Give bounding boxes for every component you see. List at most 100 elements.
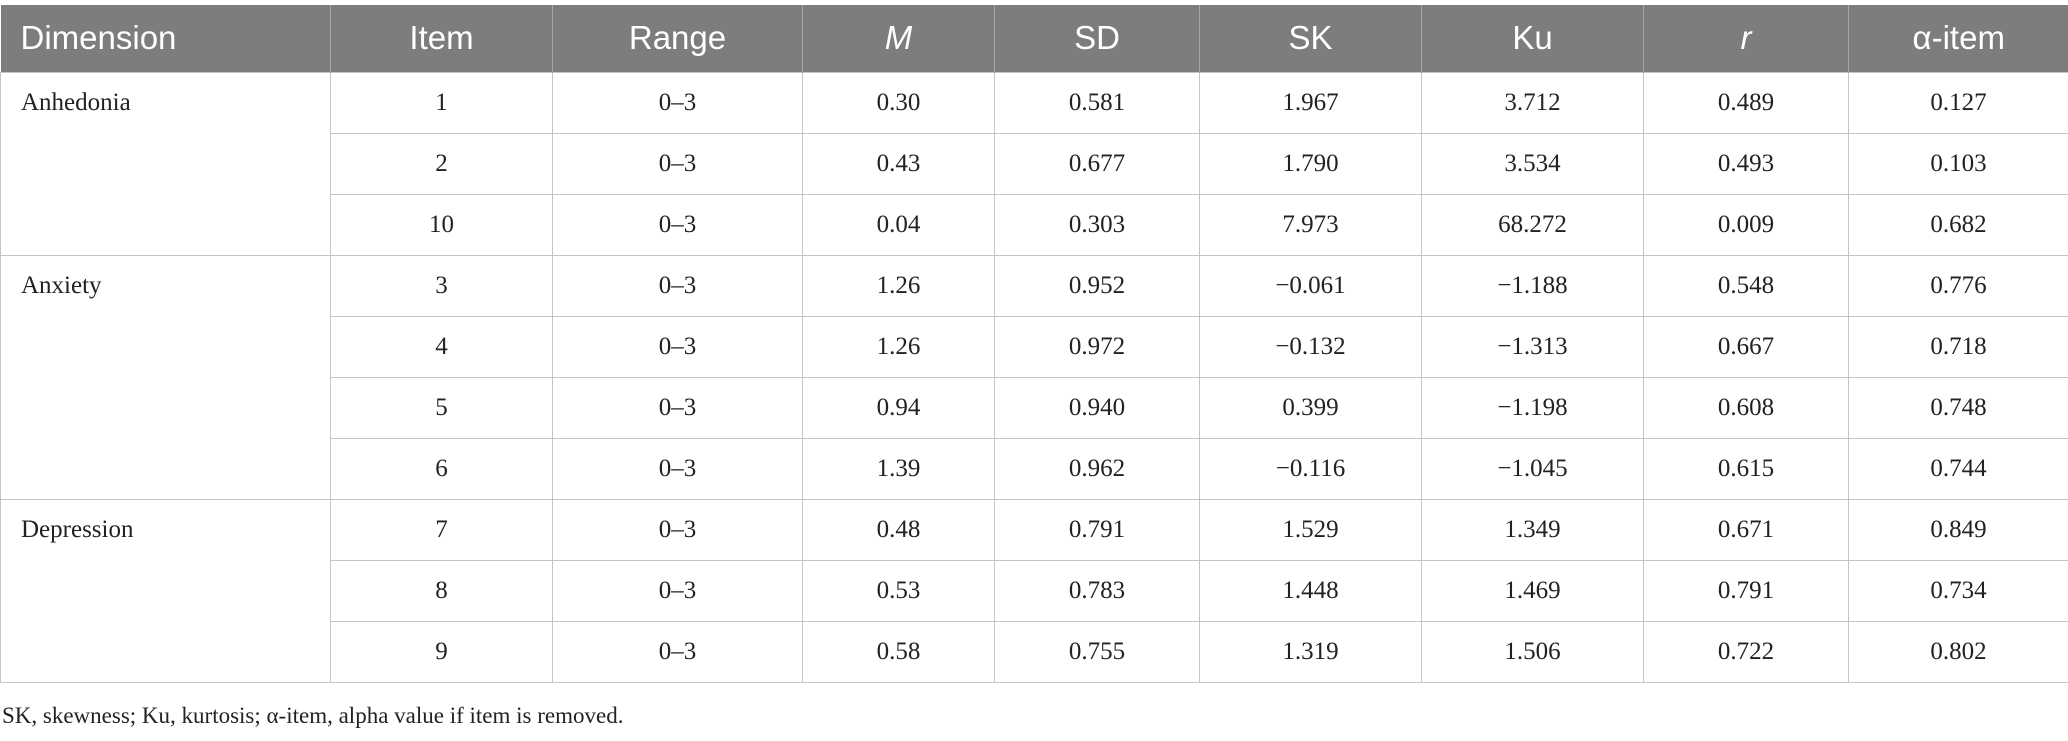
table-cell: 0.615 [1643, 437, 1849, 500]
header-mean: M [802, 5, 995, 72]
table-cell: 0.791 [1643, 559, 1849, 622]
table-cell: 10 [330, 193, 553, 256]
table-cell: 0.755 [994, 620, 1200, 683]
table-cell: 0.682 [1848, 193, 2068, 256]
table-cell: 0.489 [1643, 71, 1849, 134]
table-footnote: SK, skewness; Ku, kurtosis; α-item, alph… [2, 703, 624, 728]
table-row: 9 0–3 0.58 0.755 1.319 1.506 0.722 0.802 [1, 620, 2068, 683]
header-item: Item [330, 5, 553, 72]
dimension-cell: Anhedonia [0, 71, 331, 256]
item-statistics-table: Dimension Item Range M SD SK Ku r α-item… [0, 5, 2068, 683]
table-cell: 0.53 [802, 559, 995, 622]
table-cell: 4 [330, 315, 553, 378]
table-cell: 68.272 [1421, 193, 1644, 256]
table-cell: 0.548 [1643, 254, 1849, 317]
table-cell: 0.608 [1643, 376, 1849, 439]
table-cell: 0.776 [1848, 254, 2068, 317]
table-cell: 7.973 [1199, 193, 1422, 256]
table-cell: 0.744 [1848, 437, 2068, 500]
table-cell: 0–3 [552, 620, 803, 683]
table-cell: 1.506 [1421, 620, 1644, 683]
table-row: 6 0–3 1.39 0.962 −0.116 −1.045 0.615 0.744 [1, 437, 2068, 500]
table-cell: 7 [330, 498, 553, 561]
table-cell: 0.94 [802, 376, 995, 439]
table-row: 5 0–3 0.94 0.940 0.399 −1.198 0.608 0.748 [1, 376, 2068, 439]
table-cell: 9 [330, 620, 553, 683]
table-cell: 0.849 [1848, 498, 2068, 561]
table-cell: 1.529 [1199, 498, 1422, 561]
table-row: Anxiety 3 0–3 1.26 0.952 −0.061 −1.188 0.548 0.7… [0, 254, 2068, 500]
table-cell: 8 [330, 559, 553, 622]
table-cell: 0.30 [802, 71, 995, 134]
header-correlation: r [1643, 5, 1849, 72]
table-cell: 0.667 [1643, 315, 1849, 378]
table-cell: 0.04 [802, 193, 995, 256]
header-sd: SD [994, 5, 1200, 72]
table-cell: 0.581 [994, 71, 1200, 134]
table-cell: 0.127 [1848, 71, 2068, 134]
table-cell: 5 [330, 376, 553, 439]
table-cell: 0.791 [994, 498, 1200, 561]
table-cell: 0.783 [994, 559, 1200, 622]
table-cell: −1.198 [1421, 376, 1644, 439]
header-alpha-item: α-item [1848, 5, 2068, 72]
table-cell: 0.940 [994, 376, 1200, 439]
table-cell: 6 [330, 437, 553, 500]
table-header: Dimension Item Range M SD SK Ku r α-item [0, 5, 2068, 72]
table-row: 4 0–3 1.26 0.972 −0.132 −1.313 0.667 0.718 [1, 315, 2068, 378]
table-cell: 1 [330, 71, 553, 134]
table-cell: −0.116 [1199, 437, 1422, 500]
table-cell: 0–3 [552, 193, 803, 256]
table-cell: 0.718 [1848, 315, 2068, 378]
table-cell: 1.448 [1199, 559, 1422, 622]
table-cell: −1.045 [1421, 437, 1644, 500]
table-cell: 0.677 [994, 132, 1200, 195]
table-cell: 1.790 [1199, 132, 1422, 195]
table-cell: 0–3 [552, 437, 803, 500]
table-cell: 3.534 [1421, 132, 1644, 195]
table-row: 10 0–3 0.04 0.303 7.973 68.272 0.009 0.682 [1, 193, 2068, 256]
table-cell: 0–3 [552, 315, 803, 378]
table-cell: 0.103 [1848, 132, 2068, 195]
table-cell: 0.748 [1848, 376, 2068, 439]
table-cell: 2 [330, 132, 553, 195]
table-cell: 0.493 [1643, 132, 1849, 195]
table-cell: 0.009 [1643, 193, 1849, 256]
table-row: Depression 7 0–3 0.48 0.791 1.529 1.349 0.671 0.… [0, 498, 2068, 683]
header-range: Range [552, 5, 803, 72]
table-cell: 0–3 [552, 498, 803, 561]
table-cell: −0.132 [1199, 315, 1422, 378]
table-row: Anhedonia 1 0–3 0.30 0.581 1.967 3.712 0.489 0.1… [0, 71, 2068, 256]
table-cell: 0.399 [1199, 376, 1422, 439]
header-kurtosis: Ku [1421, 5, 1644, 72]
table-cell: 1.967 [1199, 71, 1422, 134]
table-cell: 1.26 [802, 254, 995, 317]
table-cell: 3 [330, 254, 553, 317]
table-cell: 0.722 [1643, 620, 1849, 683]
statistics-table-container: Dimension Item Range M SD SK Ku r α-item… [0, 5, 2068, 683]
table-cell: 0–3 [552, 254, 803, 317]
table-cell: 0.58 [802, 620, 995, 683]
table-cell: 1.26 [802, 315, 995, 378]
table-cell: 0.962 [994, 437, 1200, 500]
table-cell: −1.188 [1421, 254, 1644, 317]
table-cell: 0.303 [994, 193, 1200, 256]
table-cell: 1.469 [1421, 559, 1644, 622]
dimension-cell: Anxiety [0, 254, 331, 500]
table-cell: 1.319 [1199, 620, 1422, 683]
header-row: Dimension Item Range M SD SK Ku r α-item [0, 5, 2068, 72]
header-skewness: SK [1199, 5, 1422, 72]
table-cell: 0–3 [552, 71, 803, 134]
table-cell: 0–3 [552, 376, 803, 439]
table-cell: 1.39 [802, 437, 995, 500]
table-cell: −1.313 [1421, 315, 1644, 378]
table-cell: 0.671 [1643, 498, 1849, 561]
table-cell: −0.061 [1199, 254, 1422, 317]
table-cell: 0.48 [802, 498, 995, 561]
table-row: 2 0–3 0.43 0.677 1.790 3.534 0.493 0.103 [1, 132, 2068, 195]
table-row: 8 0–3 0.53 0.783 1.448 1.469 0.791 0.734 [1, 559, 2068, 622]
dimension-cell: Depression [0, 498, 331, 683]
table-cell: 0.952 [994, 254, 1200, 317]
table-cell: 1.349 [1421, 498, 1644, 561]
table-cell: 3.712 [1421, 71, 1644, 134]
